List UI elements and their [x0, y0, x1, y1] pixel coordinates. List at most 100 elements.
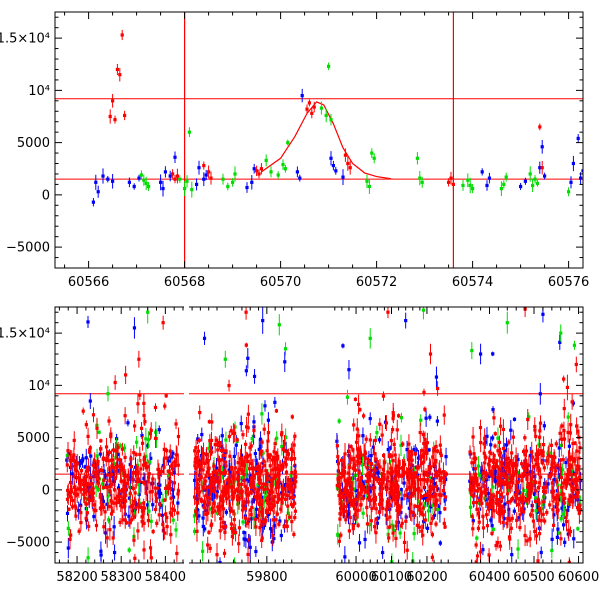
data-point [291, 449, 295, 453]
data-point [425, 441, 429, 445]
data-point [375, 477, 379, 481]
data-point [492, 509, 496, 513]
data-point [562, 377, 566, 381]
data-point [258, 437, 263, 441]
data-point [341, 344, 345, 348]
data-point [272, 498, 276, 503]
data-point [388, 446, 393, 450]
data-point [575, 449, 579, 453]
data-point [250, 475, 255, 479]
data-point [128, 491, 132, 495]
data-point [575, 491, 579, 496]
data-point [92, 470, 96, 474]
data-point [527, 463, 531, 468]
data-point [365, 466, 369, 470]
data-point [438, 511, 442, 515]
data-point [522, 449, 526, 454]
data-point [142, 401, 146, 406]
data-point [140, 433, 144, 438]
data-point [197, 166, 201, 170]
data-point [476, 511, 481, 516]
data-point [341, 509, 345, 513]
data-point [461, 183, 465, 188]
data-point [506, 456, 510, 460]
data-point [504, 175, 508, 179]
data-point [232, 475, 236, 479]
data-point [506, 516, 510, 521]
data-point [272, 504, 276, 508]
data-point [67, 507, 71, 511]
data-point [381, 394, 386, 398]
data-point [290, 415, 294, 419]
data-point [495, 490, 499, 495]
data-point [534, 509, 538, 513]
data-point [545, 510, 549, 515]
data-point [566, 468, 570, 472]
data-point [528, 172, 532, 176]
data-point [206, 467, 210, 471]
data-point [148, 432, 152, 436]
data-point [341, 474, 345, 478]
data-point [72, 475, 76, 479]
data-point [70, 472, 74, 476]
data-point [115, 449, 119, 453]
data-point [498, 512, 503, 516]
data-point [377, 510, 381, 514]
data-point [399, 505, 403, 509]
data-point [250, 505, 254, 510]
data-point [102, 469, 106, 473]
data-point [376, 471, 381, 475]
data-point [293, 501, 297, 505]
data-point [425, 479, 429, 484]
data-point [541, 443, 546, 447]
data-point [537, 469, 541, 473]
data-point [560, 506, 564, 510]
data-point [158, 502, 162, 507]
data-point [192, 514, 197, 518]
data-point [95, 454, 99, 458]
data-point [487, 553, 491, 557]
data-point [226, 488, 230, 492]
data-point [258, 525, 262, 530]
data-point [165, 524, 169, 529]
data-point [207, 501, 211, 505]
data-point [87, 450, 92, 454]
data-point [485, 487, 489, 492]
data-point [195, 529, 199, 533]
data-point [384, 421, 388, 425]
data-point [424, 444, 428, 449]
data-point [66, 526, 70, 530]
data-point [378, 422, 382, 426]
data-point [515, 518, 519, 522]
data-point [496, 482, 500, 486]
data-point [380, 486, 385, 491]
data-point [229, 522, 234, 526]
data-point [120, 471, 124, 475]
data-point [491, 485, 495, 489]
data-point [232, 561, 237, 563]
data-point [358, 482, 362, 486]
data-point [87, 483, 91, 487]
data-point [137, 479, 141, 483]
data-point [84, 502, 88, 506]
data-point [554, 497, 558, 501]
data-point [528, 482, 532, 486]
data-point [155, 521, 159, 525]
data-point [487, 474, 491, 479]
data-point [502, 509, 506, 513]
data-point [505, 482, 509, 486]
data-point [389, 438, 393, 443]
data-point [281, 447, 285, 451]
data-point [199, 475, 203, 479]
data-point [73, 492, 77, 496]
data-point [492, 465, 496, 469]
data-point [549, 454, 553, 459]
data-point [262, 520, 266, 524]
data-point [547, 474, 551, 479]
data-point [81, 409, 85, 413]
data-point [292, 532, 296, 536]
data-point [108, 528, 112, 532]
data-point [567, 444, 571, 448]
data-point [356, 523, 360, 527]
